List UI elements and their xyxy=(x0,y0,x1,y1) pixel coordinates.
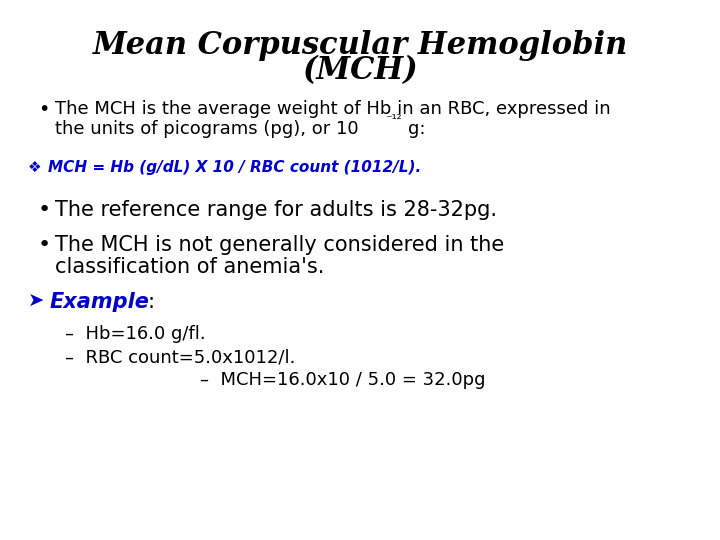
Text: The MCH is the average weight of Hb in an RBC, expressed in: The MCH is the average weight of Hb in a… xyxy=(55,100,611,118)
Text: –  RBC count=5.0x1012/l.: – RBC count=5.0x1012/l. xyxy=(65,348,295,366)
Text: –  Hb=16.0 g/fl.: – Hb=16.0 g/fl. xyxy=(65,325,206,343)
Text: •: • xyxy=(38,235,51,255)
Text: classification of anemia's.: classification of anemia's. xyxy=(55,257,325,277)
Text: MCH = Hb (g/dL) X 10 / RBC count (1012/L).: MCH = Hb (g/dL) X 10 / RBC count (1012/L… xyxy=(48,160,421,175)
Text: ⁻¹²: ⁻¹² xyxy=(385,113,402,126)
Text: •: • xyxy=(38,200,51,220)
Text: the units of picograms (pg), or 10: the units of picograms (pg), or 10 xyxy=(55,120,359,138)
Text: Example: Example xyxy=(50,292,150,312)
Text: Mean Corpuscular Hemoglobin: Mean Corpuscular Hemoglobin xyxy=(92,30,628,61)
Text: g:: g: xyxy=(408,120,426,138)
Text: •: • xyxy=(38,100,50,119)
Text: ➤: ➤ xyxy=(28,292,45,311)
Text: The reference range for adults is 28-32pg.: The reference range for adults is 28-32p… xyxy=(55,200,497,220)
Text: The MCH is not generally considered in the: The MCH is not generally considered in t… xyxy=(55,235,504,255)
Text: –  MCH=16.0x10 / 5.0 = 32.0pg: – MCH=16.0x10 / 5.0 = 32.0pg xyxy=(200,371,485,389)
Text: :: : xyxy=(148,292,155,312)
Text: (MCH): (MCH) xyxy=(302,55,418,86)
Text: ❖: ❖ xyxy=(28,160,42,175)
